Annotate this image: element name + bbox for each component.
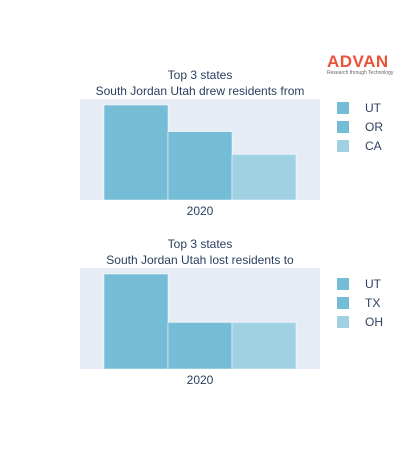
legend-label-tx: TX: [365, 296, 380, 310]
chart-subtitle: South Jordan Utah lost residents to: [106, 253, 294, 267]
logo-tagline: Research through Technology: [327, 70, 394, 76]
chart-subtitle: South Jordan Utah drew residents from: [96, 84, 305, 98]
chart-title: Top 3 states: [168, 237, 233, 251]
legend-label-oh: OH: [365, 315, 383, 329]
bar-oh: [231, 322, 297, 370]
legend-label-ut: UT: [365, 101, 382, 115]
x-tick-label: 2020: [187, 373, 214, 387]
bar-tx: [167, 322, 233, 370]
legend-label-or: OR: [365, 120, 383, 134]
legend-swatch-ut: [337, 102, 349, 114]
x-tick-label: 2020: [187, 204, 214, 218]
legend-swatch-or: [337, 121, 349, 133]
chart-title: Top 3 states: [168, 68, 233, 82]
bar-ca: [231, 154, 297, 201]
legend-swatch-ca: [337, 140, 349, 152]
legend-swatch-oh: [337, 316, 349, 328]
legend-label-ut: UT: [365, 277, 382, 291]
advan-logo: ADVAN Research through Technology: [327, 53, 395, 76]
legend-label-ca: CA: [365, 139, 382, 153]
bar-or: [167, 131, 233, 201]
legend-swatch-tx: [337, 297, 349, 309]
bar-ut: [103, 104, 169, 201]
logo-wordmark: ADVAN: [327, 52, 389, 71]
bar-ut: [103, 273, 169, 370]
legend-swatch-ut: [337, 278, 349, 290]
